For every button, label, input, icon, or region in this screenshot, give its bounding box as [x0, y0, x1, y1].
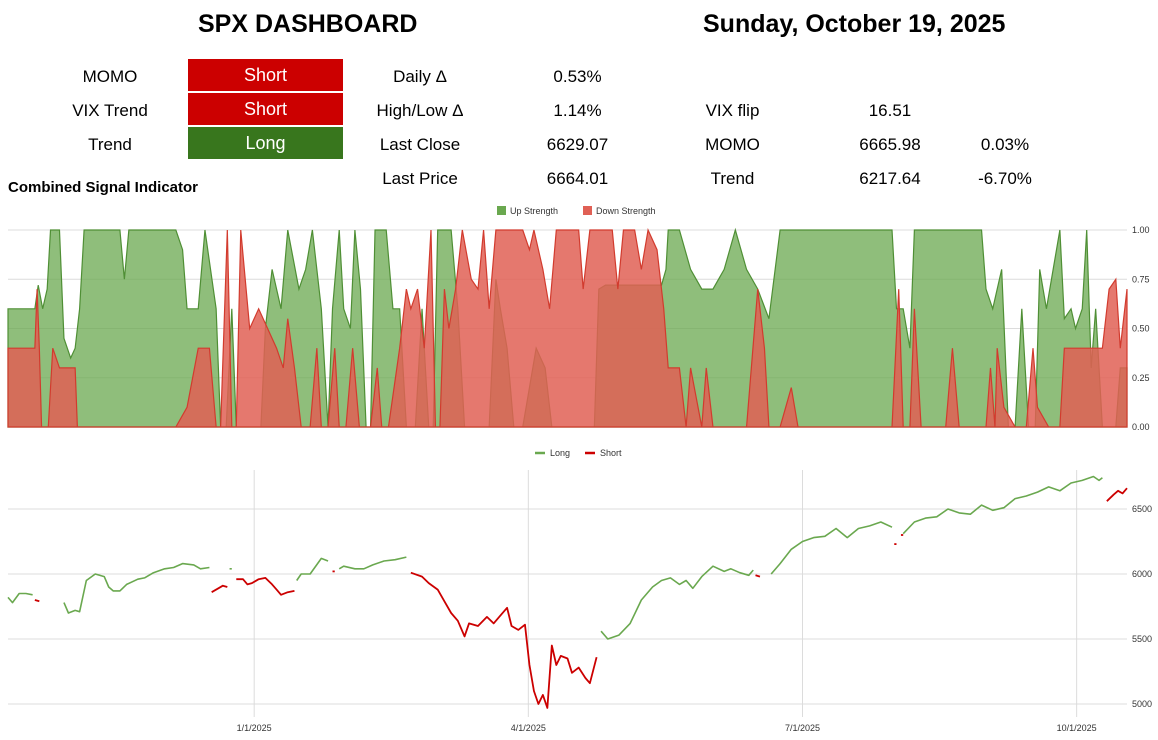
- short-series-line: [1106, 487, 1128, 502]
- level-label-trend: Trend: [710, 169, 755, 188]
- long-series-line: [7, 592, 33, 604]
- long-series-line: [338, 556, 407, 570]
- long-series-line: [902, 475, 1103, 535]
- metric-label-last-price: Last Price: [382, 169, 458, 188]
- level-label-momo: MOMO: [705, 135, 760, 154]
- signal-badge-momo: Short: [188, 59, 343, 91]
- metric-label-high-low-delta: High/Low Δ: [376, 101, 464, 120]
- long-series-line: [770, 521, 893, 575]
- level-value-trend: 6217.64: [859, 169, 921, 188]
- short-series-line: [236, 577, 295, 596]
- metric-label-last-close: Last Close: [379, 135, 461, 154]
- long-series-line: [600, 565, 754, 640]
- short-series-line: [211, 584, 228, 593]
- x-tick-label: 4/1/2025: [511, 723, 546, 733]
- signal-badge-vix-trend: Short: [188, 93, 343, 125]
- y-tick-label: 0.25: [1132, 373, 1150, 383]
- y-tick-label: 5500: [1132, 634, 1152, 644]
- metric-value-daily-delta: 0.53%: [553, 67, 602, 86]
- x-tick-label: 7/1/2025: [785, 723, 820, 733]
- y-tick-label: 0.75: [1132, 274, 1150, 284]
- level-pct-momo: 0.03%: [980, 135, 1030, 154]
- y-tick-label: 6500: [1132, 504, 1152, 514]
- legend-label: Short: [600, 448, 622, 458]
- level-label-vix-flip: VIX flip: [705, 101, 760, 120]
- metric-value-high-low-delta: 1.14%: [553, 101, 602, 120]
- y-tick-label: 6000: [1132, 569, 1152, 579]
- x-tick-label: 10/1/2025: [1057, 723, 1097, 733]
- signal-label-trend: Trend: [88, 135, 132, 154]
- dashboard-date: Sunday, October 19, 2025: [703, 10, 1006, 38]
- down-strength-area: [7, 227, 1128, 428]
- x-tick-label: 1/1/2025: [237, 723, 272, 733]
- short-series-line: [410, 571, 598, 709]
- y-tick-label: 1.00: [1132, 225, 1150, 235]
- metric-value-last-close: 6629.07: [546, 135, 609, 154]
- legend-label: Down Strength: [596, 206, 656, 216]
- level-value-vix-flip: 16.51: [868, 101, 912, 120]
- price-chart: 5000 5500 6000 6500 1/1/2025 4/1/2025 7/1/2025…: [7, 448, 1152, 733]
- metric-label-daily-delta: Daily Δ: [393, 67, 447, 86]
- level-pct-trend: -6.70%: [978, 169, 1032, 188]
- metric-value-last-price: 6664.01: [546, 169, 609, 188]
- level-value-momo: 6665.98: [859, 135, 921, 154]
- legend-label: Up Strength: [510, 206, 558, 216]
- signal-badge-trend: Long: [188, 127, 343, 159]
- legend-swatch: [583, 206, 592, 215]
- y-tick-label: 5000: [1132, 699, 1152, 709]
- long-series-line: [296, 557, 329, 581]
- dashboard-title: SPX DASHBOARD: [198, 10, 418, 38]
- long-series-line: [63, 562, 210, 614]
- strength-chart: 0.00 0.25 0.50 0.75 1.00 Up Strength Down Stre…: [7, 206, 1150, 432]
- signal-label-vix-trend: VIX Trend: [72, 101, 148, 120]
- section-title: Combined Signal Indicator: [8, 179, 199, 196]
- legend-label: Long: [550, 448, 570, 458]
- signal-label-momo: MOMO: [82, 67, 138, 86]
- short-series-line: [34, 599, 40, 603]
- y-tick-label: 0.50: [1132, 324, 1150, 334]
- y-tick-label: 0.00: [1132, 422, 1150, 432]
- legend-swatch: [497, 206, 506, 215]
- short-series-line: [755, 574, 761, 578]
